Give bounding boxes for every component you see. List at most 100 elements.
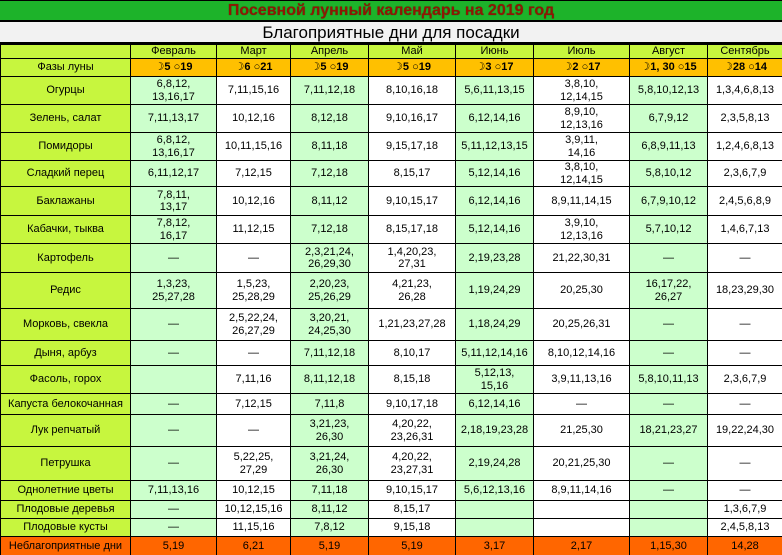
day-cell: 7,12,18 — [290, 215, 369, 244]
day-cell: 8,10,12,14,16 — [533, 340, 630, 366]
month-header: Август — [629, 44, 708, 59]
crop-row: Картофель — —2,3,21,24, 26,29,30 1,4,20,23,… — [0, 243, 782, 273]
crop-row: Капуста белокочанная —7,12,15 7,11,8 9,10,1… — [0, 393, 782, 415]
row-label: Фазы луны — [0, 58, 131, 77]
row-label: Неблагоприятные дни — [0, 536, 131, 555]
day-cell: — — [707, 480, 782, 501]
day-cell: 5,6,12,13,16 — [455, 480, 534, 501]
crop-row: Зелень, салат 7,11,13,17 10,12,16 8,12,18 9,… — [0, 104, 782, 133]
day-cell: 7,8,11, 13,17 — [130, 186, 217, 216]
day-cell: — — [707, 446, 782, 481]
day-cell: 8,10,17 — [368, 340, 456, 366]
day-cell: 16,17,22, 26,27 — [629, 272, 708, 309]
page-title: Посевной лунный календарь на 2019 год — [227, 1, 555, 19]
day-cell: 6,12,14,16 — [455, 104, 534, 133]
day-cell: 10,12,15,16 — [216, 500, 291, 519]
row-label: Картофель — [0, 243, 131, 273]
day-cell: 8,11,12 — [290, 186, 369, 216]
crop-row: Редис 1,3,23, 25,27,28 1,5,23, 25,28,29 2,2… — [0, 272, 782, 309]
day-cell: 5,8,10,11,13 — [629, 365, 708, 394]
day-cell: 6,12,14,16 — [455, 393, 534, 415]
title-bar: Посевной лунный календарь на 2019 год — [0, 0, 782, 22]
day-cell: 6,11,12,17 — [130, 160, 217, 187]
day-cell: — — [216, 243, 291, 273]
day-cell: 4,20,22, 23,26,31 — [368, 414, 456, 447]
day-cell: 9,15,17,18 — [368, 132, 456, 161]
day-cell — [130, 365, 217, 394]
day-cell: 6,8,12, 13,16,17 — [130, 132, 217, 161]
day-cell: — — [629, 446, 708, 481]
day-cell: 7,11,13,17 — [130, 104, 217, 133]
moon-phase-cell: ☽5 ○19 — [130, 58, 217, 77]
row-label: Огурцы — [0, 76, 131, 105]
day-cell: 2,3,21,24, 26,29,30 — [290, 243, 369, 273]
day-cell: 8,11,18 — [290, 132, 369, 161]
row-label: Плодовые деревья — [0, 500, 131, 519]
day-cell: 3,20,21, 24,25,30 — [290, 308, 369, 341]
day-cell: — — [216, 340, 291, 366]
day-cell: 2,4,5,6,8,9 — [707, 186, 782, 216]
day-cell: — — [533, 393, 630, 415]
month-header: Апрель — [290, 44, 369, 59]
day-cell: 5,8,10,12 — [629, 160, 708, 187]
day-cell: 8,9,11,14,16 — [533, 480, 630, 501]
day-cell: 8,9,11,14,15 — [533, 186, 630, 216]
day-cell: 3,9,10, 12,13,16 — [533, 215, 630, 244]
day-cell: 8,11,12 — [290, 500, 369, 519]
unfavorable-cell: 3,17 — [455, 536, 534, 555]
day-cell: 3,9,11,13,16 — [533, 365, 630, 394]
crop-row: Огурцы 6,8,12, 13,16,17 7,11,15,16 7,11,12,… — [0, 76, 782, 105]
row-label: Баклажаны — [0, 186, 131, 216]
crop-row: Фасоль, горох 7,11,16 8,11,12,18 8,15,18 5,1… — [0, 365, 782, 394]
day-cell: 10,12,15 — [216, 480, 291, 501]
day-cell: 9,10,16,17 — [368, 104, 456, 133]
day-cell: 1,3,6,7,9 — [707, 500, 782, 519]
day-cell: 6,7,9,10,12 — [629, 186, 708, 216]
day-cell: — — [130, 243, 217, 273]
day-cell: 8,15,17,18 — [368, 215, 456, 244]
row-label: Зелень, салат — [0, 104, 131, 133]
crop-row: Однолетние цветы 7,11,13,16 10,12,15 7,11,1… — [0, 480, 782, 501]
unfavorable-cell: 14,28 — [707, 536, 782, 555]
day-cell: 1,21,23,27,28 — [368, 308, 456, 341]
page-subtitle: Благоприятные дни для посадки — [262, 22, 520, 42]
moon-phase-cell: ☽5 ○19 — [368, 58, 456, 77]
day-cell: 8,15,17 — [368, 160, 456, 187]
day-cell: 8,10,16,18 — [368, 76, 456, 105]
day-cell: — — [629, 480, 708, 501]
row-label: Помидоры — [0, 132, 131, 161]
day-cell: 2,3,5,8,13 — [707, 104, 782, 133]
row-label: Фасоль, горох — [0, 365, 131, 394]
day-cell: 18,23,29,30 — [707, 272, 782, 309]
day-cell: 9,10,15,17 — [368, 186, 456, 216]
day-cell: 20,21,25,30 — [533, 446, 630, 481]
day-cell: — — [707, 308, 782, 341]
day-cell: 7,11,8 — [290, 393, 369, 415]
day-cell: 20,25,26,31 — [533, 308, 630, 341]
month-header: Июнь — [455, 44, 534, 59]
day-cell: 7,11,15,16 — [216, 76, 291, 105]
day-cell: 4,21,23, 26,28 — [368, 272, 456, 309]
day-cell — [533, 518, 630, 537]
day-cell: 11,15,16 — [216, 518, 291, 537]
day-cell: 2,5,22,24, 26,27,29 — [216, 308, 291, 341]
day-cell: 1,3,4,6,8,13 — [707, 76, 782, 105]
day-cell: — — [216, 414, 291, 447]
day-cell: 7,8,12, 16,17 — [130, 215, 217, 244]
day-cell: 1,5,23, 25,28,29 — [216, 272, 291, 309]
day-cell: — — [130, 308, 217, 341]
day-cell: 5,12,13, 15,16 — [455, 365, 534, 394]
day-cell: 9,10,17,18 — [368, 393, 456, 415]
calendar-table: Февраль Март Апрель Май Июнь Июль Август Сентяб… — [0, 44, 782, 555]
day-cell: 1,4,20,23, 27,31 — [368, 243, 456, 273]
day-cell: 7,11,18 — [290, 480, 369, 501]
day-cell: 8,15,17 — [368, 500, 456, 519]
crop-row: Помидоры 6,8,12, 13,16,17 10,11,15,16 8,11,… — [0, 132, 782, 161]
row-label: Кабачки, тыква — [0, 215, 131, 244]
day-cell: 3,8,10, 12,14,15 — [533, 160, 630, 187]
day-cell: 5,6,11,13,15 — [455, 76, 534, 105]
unfavorable-cell: 5,19 — [290, 536, 369, 555]
day-cell: 1,19,24,29 — [455, 272, 534, 309]
month-header: Март — [216, 44, 291, 59]
